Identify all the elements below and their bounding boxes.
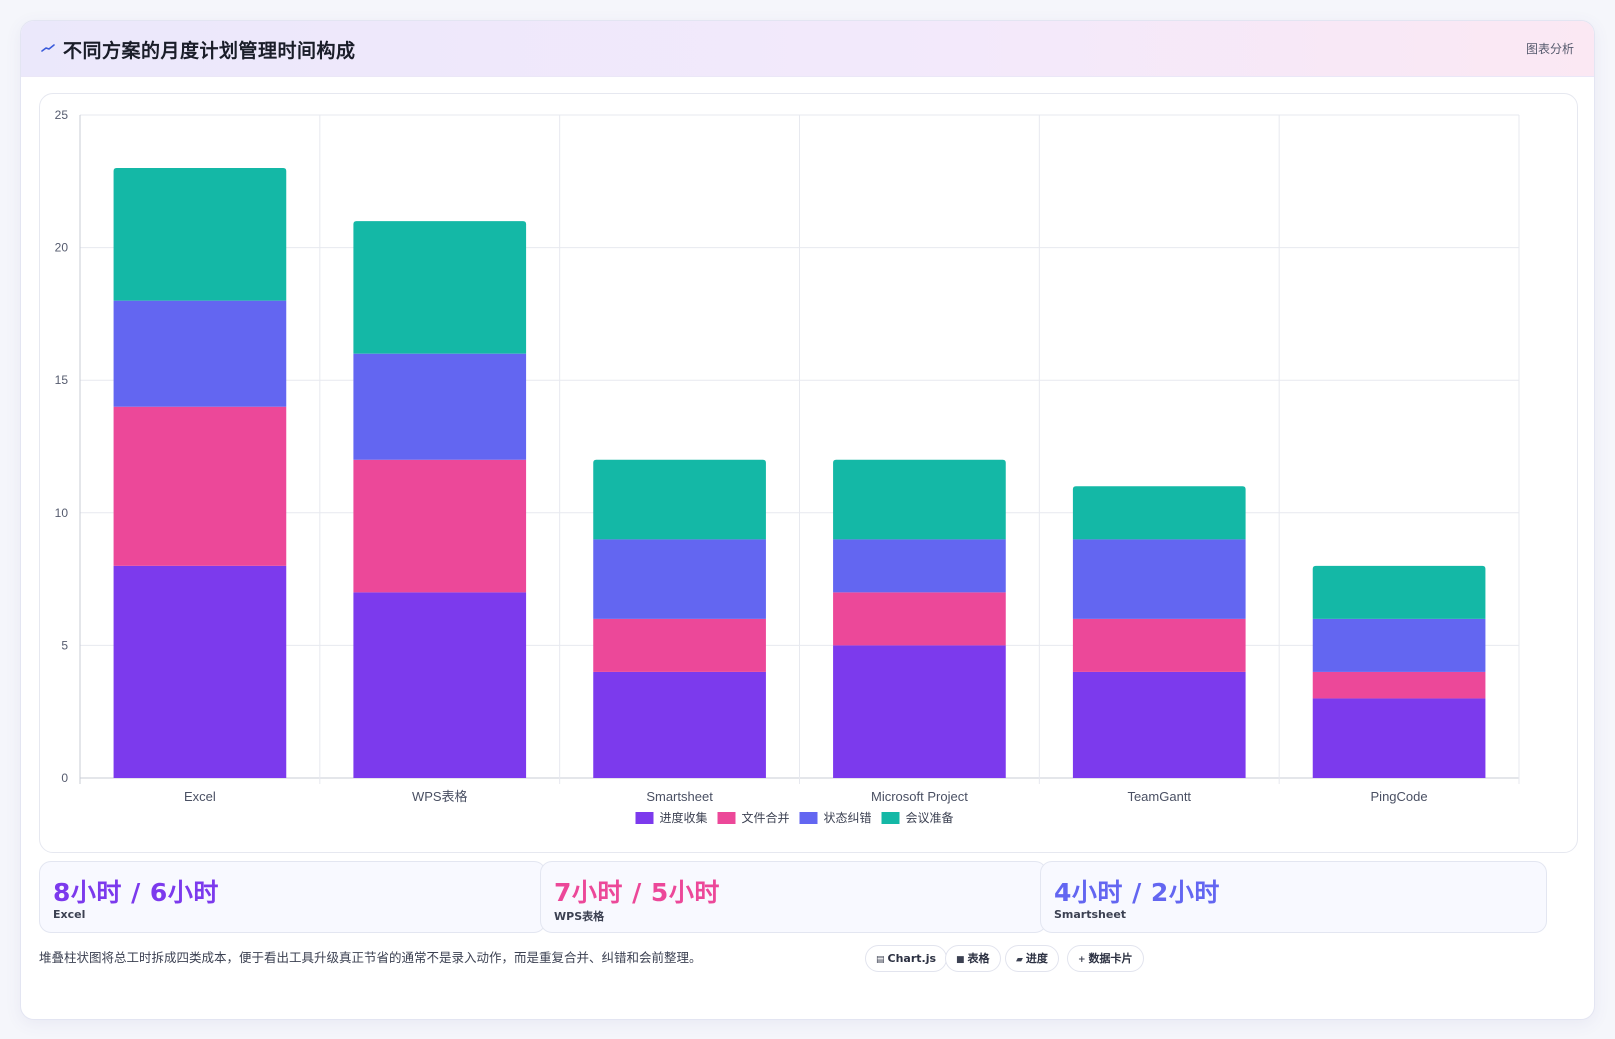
bar-segment [1072,671,1246,778]
bar-segment [1312,698,1486,778]
plus-icon: + [1078,955,1086,965]
legend-label: 会议准备 [906,811,954,825]
chip-chartjs[interactable]: ▤ Chart.js [865,945,948,972]
stat-card-excel: 8小时 / 6小时 Excel [39,861,546,933]
stat-value: 7小时 / 5小时 [554,878,720,907]
chip-data-card[interactable]: + 数据卡片 [1067,945,1144,972]
y-tick-label: 5 [61,638,68,652]
bar-segment [833,459,1006,540]
chip-label: 数据卡片 [1088,952,1133,965]
x-tick-label: PingCode [1371,789,1428,804]
legend-swatch [717,812,736,824]
bar-segment [113,406,287,566]
bar-segment [113,168,287,301]
y-tick-label: 15 [55,373,69,387]
bar-segment [1072,618,1246,672]
legend-label: 文件合并 [742,810,790,825]
bar-segment [593,618,766,672]
chart-trend-icon [41,44,55,52]
bar-segment [113,300,287,407]
x-tick-label: TeamGantt [1127,789,1191,804]
square-icon: ■ [956,955,965,965]
chart-card: 0 5 10 15 20 25 Excel WPS表格 Smartsheet Microsoft … [39,93,1578,853]
legend-swatch [881,812,900,824]
legend-swatch [799,812,818,824]
bar-segment [353,353,527,460]
stat-label: Smartsheet [1054,908,1127,921]
chip-label: Chart.js [887,952,937,965]
bar-segment [593,459,766,540]
stat-value: 8小时 / 6小时 [53,878,219,907]
x-tick-label: Excel [184,789,216,804]
chart-analysis-link[interactable]: 图表分析 [1525,42,1574,56]
chip-label: 表格 [967,952,990,965]
legend-label: 状态纠错 [824,811,872,825]
y-tick-label: 0 [61,771,68,785]
bar-segment [353,221,527,354]
bar-segment [1312,565,1486,619]
stat-label: WPS表格 [554,910,605,923]
panel-header: 不同方案的月度计划管理时间构成 图表分析 [21,21,1594,77]
y-tick-label: 10 [55,506,69,520]
bar-segment [833,645,1006,778]
progress-icon: ▰ [1016,955,1023,965]
panel-title: 不同方案的月度计划管理时间构成 [63,40,356,62]
legend-label: 进度收集 [660,810,708,825]
stacked-bar-chart: 0 5 10 15 20 25 Excel WPS表格 Smartsheet Microsoft … [55,108,1520,825]
bar-segment [833,592,1006,646]
bar-segment [1072,486,1246,540]
chip-progress[interactable]: ▰ 进度 [1005,945,1059,972]
bar-segment [1312,671,1486,699]
stat-card-wps: 7小时 / 5小时 WPS表格 [540,861,1047,933]
stat-card-smartsheet: 4小时 / 2小时 Smartsheet [1040,861,1547,933]
x-tick-label: Smartsheet [646,789,713,804]
x-tick-label: Microsoft Project [871,789,968,804]
chart-panel: 不同方案的月度计划管理时间构成 图表分析 0 5 10 15 20 25 Excel WPS表… [20,20,1595,1020]
bar-segment [1312,618,1486,672]
bar-segment [1072,539,1246,619]
chip-table[interactable]: ■ 表格 [945,945,1001,972]
chart-note: 堆叠柱状图将总工时拆成四类成本，便于看出工具升级真正节省的通常不是录入动作，而是… [39,950,702,965]
stat-value: 4小时 / 2小时 [1054,878,1220,907]
bar-segment [593,671,766,778]
bar-segment [833,539,1006,593]
bar-segment [353,592,527,778]
y-tick-label: 25 [55,108,69,122]
bar-segment [113,565,287,778]
y-tick-label: 20 [55,241,69,255]
bar-segment [353,459,527,593]
table-icon: ▤ [876,955,885,965]
bar-segment [593,539,766,619]
x-tick-label: WPS表格 [412,789,468,804]
legend-swatch [635,812,654,824]
chip-label: 进度 [1025,952,1048,965]
stat-label: Excel [53,908,86,921]
